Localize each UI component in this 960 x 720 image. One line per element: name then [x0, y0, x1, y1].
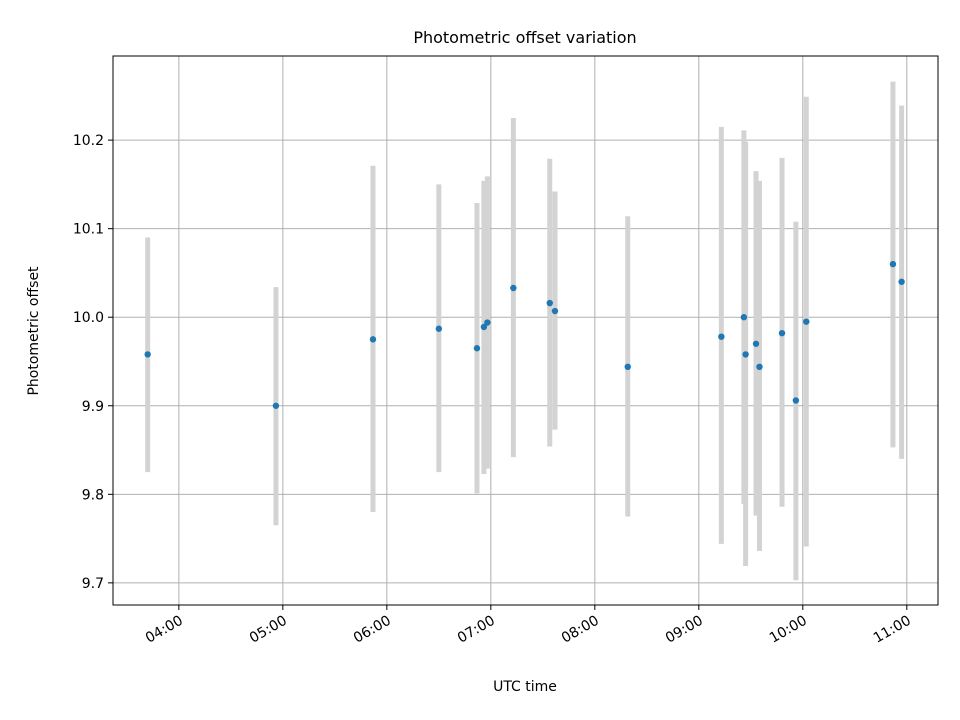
data-point — [752, 340, 760, 347]
data-point — [889, 260, 897, 268]
data-point — [803, 318, 810, 325]
data-point — [778, 329, 786, 337]
data-point — [792, 397, 800, 404]
data-point — [480, 323, 488, 331]
data-point — [551, 307, 559, 315]
data-point — [756, 363, 763, 371]
y-axis: 9.7 9.8 9.9 10.0 10.1 10.2 — [73, 133, 113, 592]
y-tick-label: 9.8 — [82, 487, 104, 503]
data-point — [435, 325, 443, 332]
y-tick-label: 10.0 — [73, 310, 104, 326]
data-point — [484, 319, 491, 326]
y-tick-label: 9.9 — [82, 399, 104, 415]
y-axis-label: Photometric offset — [26, 266, 42, 396]
y-tick-label: 9.7 — [82, 576, 104, 592]
chart-title: Photometric offset variation — [413, 28, 636, 47]
data-point — [624, 363, 631, 371]
data-point — [144, 351, 151, 358]
grid-layer — [113, 56, 938, 605]
x-axis-label: UTC time — [493, 679, 557, 695]
y-tick-label: 10.1 — [73, 222, 104, 238]
data-point — [473, 345, 481, 352]
data-point — [898, 278, 905, 285]
data-point — [510, 284, 517, 292]
y-tick-label: 10.2 — [73, 133, 104, 149]
plot-frame — [112, 55, 939, 606]
data-point — [718, 333, 725, 340]
point-layer — [144, 260, 905, 409]
data-point — [742, 351, 749, 358]
data-point — [740, 314, 748, 321]
data-point — [272, 402, 280, 409]
data-point — [546, 299, 553, 307]
data-point — [369, 336, 377, 343]
